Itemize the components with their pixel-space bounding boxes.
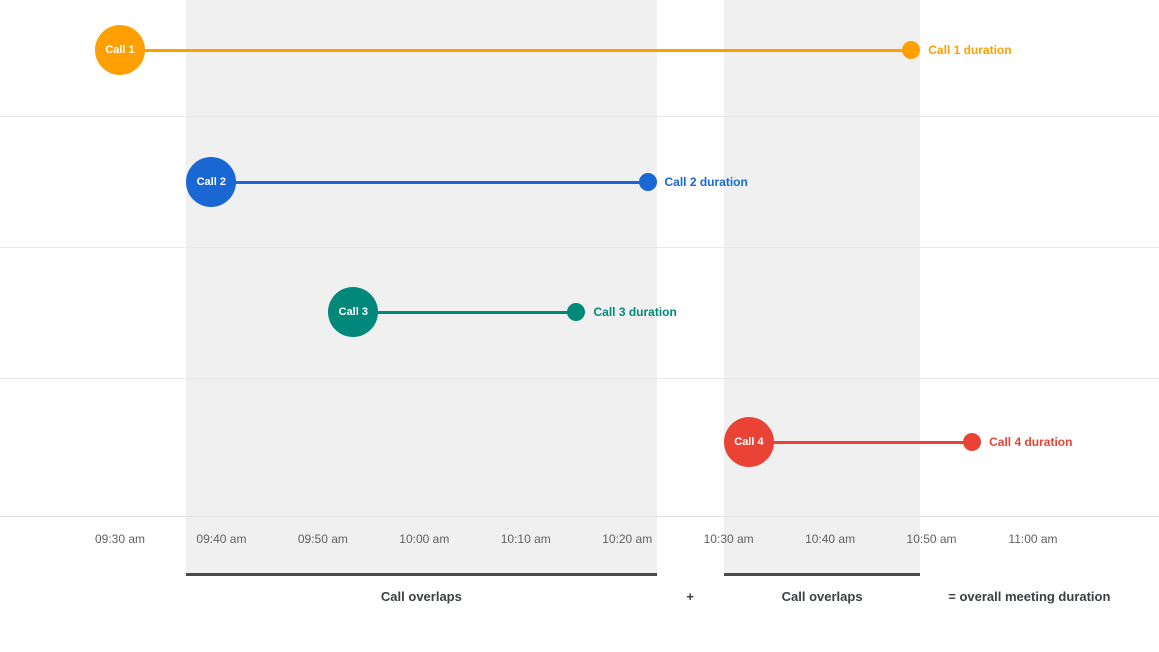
call-duration-line: [120, 48, 912, 52]
call-end-marker: [567, 303, 586, 321]
call-duration-line: [211, 180, 648, 184]
call-start-marker: Call 4: [723, 417, 774, 467]
axis-line: [0, 516, 1159, 517]
plus-sign: +: [686, 589, 695, 604]
time-tick-label: 10:00 am: [399, 532, 450, 546]
overlap-band-underline: [723, 573, 921, 576]
call-end-marker: [963, 433, 982, 451]
call-duration-label: Call 4 duration: [989, 435, 1073, 449]
time-tick-label: 09:30 am: [94, 532, 146, 546]
call-duration-label: Call 3 duration: [593, 305, 677, 319]
time-tick-label: 10:10 am: [500, 532, 551, 546]
overlap-caption: Call overlaps: [781, 589, 863, 604]
time-tick-label: 10:50 am: [906, 532, 957, 546]
overlap-band: [723, 0, 921, 573]
time-tick-label: 10:40 am: [805, 532, 856, 546]
call-duration-line: [748, 440, 973, 444]
call-end-marker: [638, 173, 657, 191]
time-tick-label: 09:40 am: [196, 532, 247, 546]
call-duration-line: [353, 310, 577, 314]
time-tick-label: 09:50 am: [297, 532, 348, 546]
call-start-marker: Call 2: [186, 157, 237, 207]
time-tick-label: 10:30 am: [703, 532, 754, 546]
gridline: [0, 115, 1159, 117]
time-tick-label: 10:20 am: [602, 532, 653, 546]
call-start-marker: Call 1: [95, 25, 145, 75]
equals-caption: = overall meeting duration: [948, 589, 1111, 604]
call-start-marker: Call 3: [328, 287, 379, 337]
gridline: [0, 246, 1159, 248]
call-duration-label: Call 1 duration: [928, 43, 1012, 57]
overlap-band-underline: [186, 573, 657, 576]
gridline: [0, 377, 1159, 379]
call-duration-label: Call 2 duration: [664, 175, 748, 189]
overlap-band: [186, 0, 657, 573]
call-end-marker: [902, 41, 921, 59]
overlap-caption: Call overlaps: [380, 589, 462, 604]
time-tick-label: 11:00 am: [1008, 532, 1058, 546]
